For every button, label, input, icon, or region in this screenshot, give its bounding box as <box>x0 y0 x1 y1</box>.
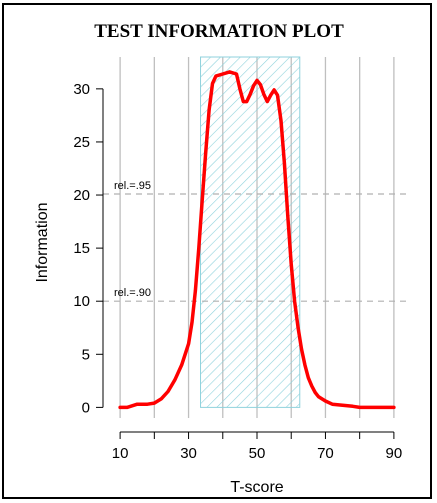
information-curve-0 <box>118 70 396 410</box>
x-tick-label-90: 90 <box>386 445 403 462</box>
y-tick-label-5: 5 <box>82 346 90 363</box>
reliability-label-1: rel.=.90 <box>114 287 151 299</box>
y-tick-label-0: 0 <box>82 399 90 416</box>
x-tick-label-10: 10 <box>112 445 129 462</box>
x-tick-label-30: 30 <box>180 445 197 462</box>
y-tick-label-25: 25 <box>73 134 90 151</box>
x-axis-title: T-score <box>230 479 283 496</box>
y-tick-label-20: 20 <box>73 187 90 204</box>
y-tick-label-30: 30 <box>73 81 90 98</box>
chart-title: TEST INFORMATION PLOT <box>94 21 344 42</box>
reliability-shaded-region <box>200 56 301 408</box>
reliability-label-0: rel.=.95 <box>114 180 151 192</box>
x-tick-label-70: 70 <box>317 445 334 462</box>
y-tick-label-10: 10 <box>73 293 90 310</box>
y-axis-title: Information <box>34 202 51 282</box>
y-tick-label-15: 15 <box>73 240 90 257</box>
x-tick-label-50: 50 <box>249 445 266 462</box>
